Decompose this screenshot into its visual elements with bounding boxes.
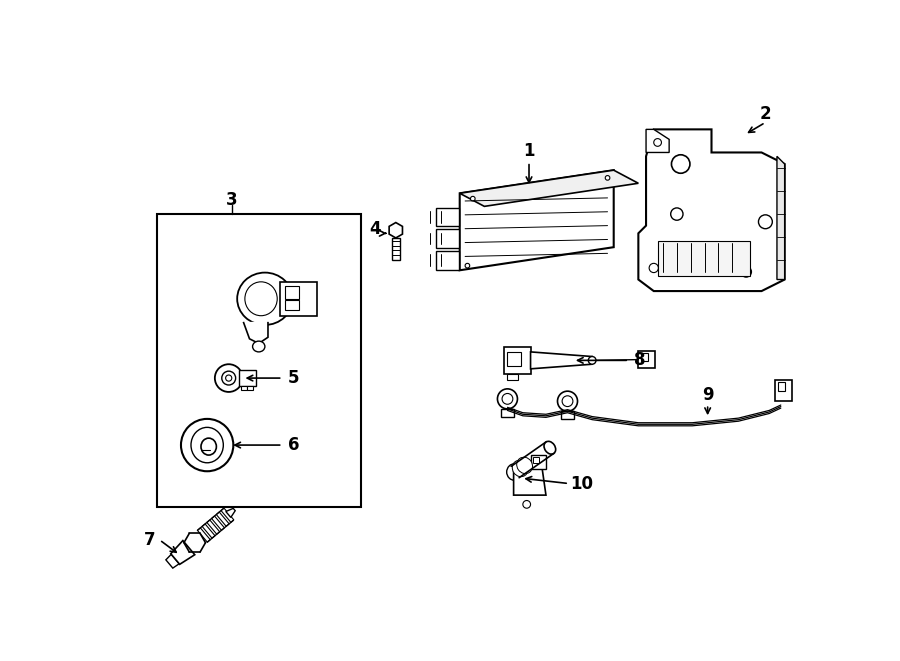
Ellipse shape [201, 438, 216, 455]
Circle shape [507, 463, 524, 481]
Ellipse shape [245, 282, 277, 316]
Bar [530, 455, 546, 469]
Circle shape [653, 139, 662, 146]
Text: 3: 3 [226, 191, 238, 210]
FancyBboxPatch shape [436, 229, 459, 248]
Polygon shape [197, 528, 211, 542]
Polygon shape [221, 508, 234, 522]
Circle shape [465, 263, 470, 268]
Circle shape [741, 266, 751, 277]
Bar [562, 411, 573, 419]
Text: 4: 4 [369, 221, 381, 239]
Polygon shape [202, 524, 215, 538]
Circle shape [759, 215, 772, 229]
Text: 6: 6 [288, 436, 299, 454]
Circle shape [498, 389, 518, 409]
Text: 1: 1 [523, 142, 535, 160]
Bar [638, 351, 655, 368]
Polygon shape [638, 130, 785, 291]
Bar [641, 354, 648, 361]
Ellipse shape [238, 272, 292, 325]
Ellipse shape [191, 428, 223, 463]
Ellipse shape [517, 457, 533, 473]
Polygon shape [530, 352, 592, 369]
Circle shape [605, 176, 610, 180]
Bar [508, 352, 521, 366]
Text: 7: 7 [144, 531, 155, 549]
Polygon shape [777, 156, 785, 280]
Circle shape [670, 208, 683, 220]
Ellipse shape [544, 442, 555, 454]
Bar [280, 282, 318, 316]
Polygon shape [171, 541, 194, 564]
Circle shape [562, 396, 573, 407]
Polygon shape [460, 170, 614, 270]
Circle shape [215, 364, 243, 392]
Circle shape [557, 391, 578, 411]
Text: 10: 10 [571, 475, 594, 492]
Polygon shape [646, 130, 669, 153]
Text: 9: 9 [702, 386, 714, 404]
Polygon shape [166, 555, 179, 568]
Ellipse shape [589, 356, 596, 364]
Circle shape [502, 393, 513, 405]
Circle shape [181, 419, 233, 471]
Bar [658, 241, 750, 276]
Bar [504, 347, 531, 374]
Circle shape [221, 371, 236, 385]
Text: 2: 2 [760, 105, 771, 123]
Bar [285, 286, 299, 299]
Circle shape [671, 155, 690, 173]
Circle shape [226, 375, 232, 381]
Polygon shape [460, 170, 638, 206]
Bar [533, 457, 539, 463]
Text: 8: 8 [634, 352, 645, 369]
Bar [501, 409, 514, 416]
Polygon shape [216, 512, 230, 526]
FancyBboxPatch shape [436, 251, 459, 270]
FancyBboxPatch shape [436, 208, 459, 226]
Ellipse shape [253, 341, 265, 352]
Polygon shape [514, 468, 546, 495]
Bar [508, 374, 518, 380]
Bar [776, 379, 792, 401]
Bar [158, 214, 361, 507]
Circle shape [471, 196, 475, 201]
Bar [285, 300, 299, 309]
Polygon shape [212, 516, 224, 530]
Bar [241, 386, 248, 391]
Bar [778, 382, 786, 391]
Bar [248, 386, 254, 391]
Polygon shape [243, 322, 268, 344]
Text: 5: 5 [288, 369, 299, 387]
Bar [239, 370, 256, 386]
Circle shape [523, 500, 531, 508]
Circle shape [649, 263, 659, 272]
Polygon shape [207, 520, 220, 534]
Polygon shape [226, 508, 235, 518]
Ellipse shape [512, 460, 528, 477]
Bar [392, 238, 400, 260]
